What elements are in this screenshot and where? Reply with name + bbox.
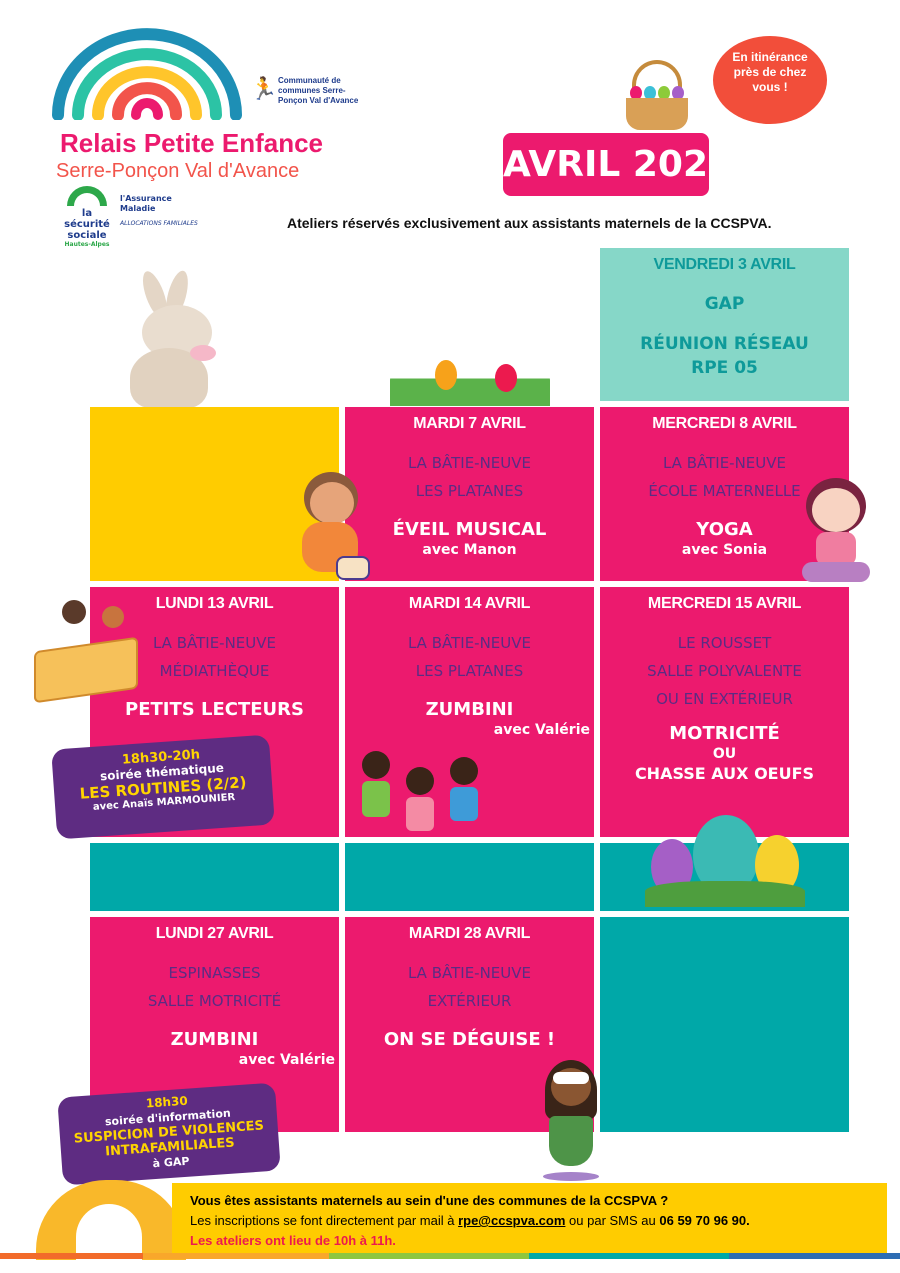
dancing-children-illustration (350, 745, 490, 850)
footer-question: Vous êtes assistants maternels au sein d… (190, 1193, 669, 1208)
page-subtitle: Ateliers réservés exclusivement aux assi… (287, 215, 772, 231)
evening-badge-routines: 18h30-20h soirée thématique LES ROUTINES… (51, 734, 275, 840)
grass-eggs-illustration (390, 360, 550, 406)
ccspva-logo: 🏃 Communauté de communes Serre-Ponçon Va… (250, 76, 359, 105)
costumed-child-illustration (535, 1060, 607, 1182)
arch-icon (67, 186, 107, 206)
teal-band-cell (345, 843, 594, 911)
bunny-illustration (120, 268, 220, 410)
footer-hours: Les ateliers ont lieu de 10h à 11h. (190, 1233, 396, 1248)
reading-children-illustration (30, 600, 142, 704)
person-icon: 🏃 (250, 76, 278, 101)
footer-arch-decoration (36, 1180, 186, 1260)
event-cell-vendredi-3: VENDREDI 3 AVRIL GAP RÉUNION RÉSEAU RPE … (600, 248, 849, 401)
logo-subtitle: Serre-Ponçon Val d'Avance (56, 160, 300, 182)
itinerance-bubble: En itinérance près de chez vous ! (713, 36, 827, 124)
empty-cell (600, 917, 849, 1132)
drummer-child-illustration (296, 472, 370, 582)
empty-cell (90, 407, 339, 581)
teal-band-cell (90, 843, 339, 911)
ameli-logo: l'Assurance Maladie (120, 194, 172, 213)
phone-number: 06 59 70 96 90. (659, 1213, 750, 1228)
evening-badge-violences: 18h30 soirée d'information SUSPICION DE … (57, 1082, 281, 1186)
event-cell-mardi-7: MARDI 7 AVRIL LA BÂTIE-NEUVE LES PLATANE… (345, 407, 594, 581)
yoga-child-illustration (800, 478, 872, 582)
email-link[interactable]: rpe@ccspva.com (458, 1213, 566, 1228)
secu-logo: la sécurité sociale Hautes-Alpes (58, 186, 116, 248)
footer-info-box: Vous êtes assistants maternels au sein d… (172, 1183, 887, 1253)
rainbow-logo (52, 28, 242, 120)
color-stripe (0, 1253, 900, 1259)
caf-logo: ALLOCATIONS FAMILIALES (120, 220, 198, 227)
event-cell-mercredi-15: MERCREDI 15 AVRIL LE ROUSSET SALLE POLYV… (600, 587, 849, 837)
footer-registration: Les inscriptions se font directement par… (190, 1213, 750, 1228)
easter-basket-icon (622, 60, 692, 132)
logo-title: Relais Petite Enfance (60, 128, 323, 158)
easter-eggs-illustration (645, 815, 805, 907)
month-title: AVRIL 2026 (503, 133, 733, 196)
